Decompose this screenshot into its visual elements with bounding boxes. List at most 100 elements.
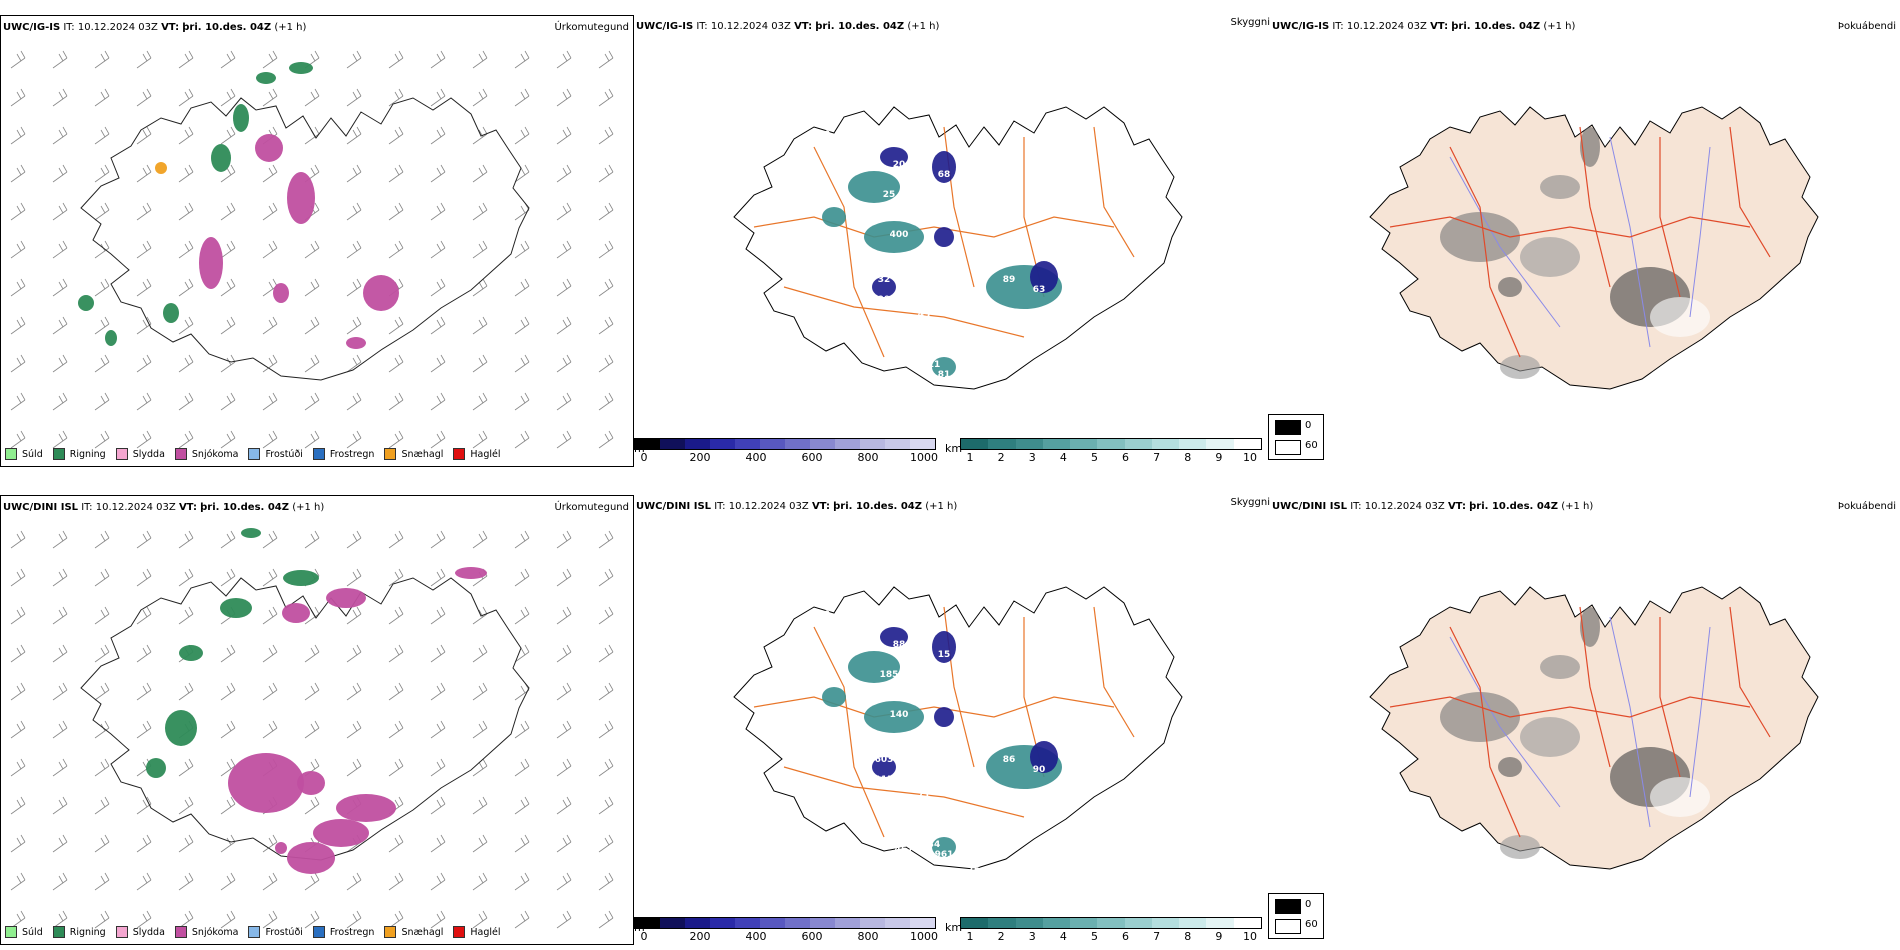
wind-barb (430, 88, 446, 107)
colorbar-cell (660, 439, 685, 449)
iceland-outline (733, 586, 1183, 870)
fog-header-top: UWC/IG-IS IT: 10.12.2024 03Z VT: þri. 10… (1272, 21, 1575, 32)
wind-barb (556, 50, 572, 69)
wind-barb (10, 568, 26, 587)
fog-area (1520, 237, 1580, 277)
model-name: UWC/IG-IS (3, 22, 61, 33)
wind-barb (430, 50, 446, 69)
ptype-map-bottom (10, 528, 614, 929)
legend-item: Rigning (52, 448, 106, 460)
wind-barb (304, 392, 320, 411)
wind-barb (10, 354, 26, 373)
fog-area (1498, 277, 1522, 297)
colorbar-cell (885, 918, 910, 928)
wind-barb (388, 240, 404, 259)
fog-area (1498, 757, 1522, 777)
legend-swatch (453, 448, 466, 460)
wind-barb (220, 430, 236, 449)
wind-barb (262, 910, 278, 929)
wind-barb (220, 316, 236, 335)
colorbar-cell (810, 918, 835, 928)
wind-barb (388, 316, 404, 335)
fog-area (1540, 175, 1580, 199)
fog-legend-swatch (1275, 420, 1301, 435)
wind-barb (346, 872, 362, 891)
wind-barb (10, 202, 26, 221)
wind-barb (598, 720, 614, 739)
wind-barb (10, 240, 26, 259)
wind-barb (94, 88, 110, 107)
colorbar-cell (1233, 439, 1261, 449)
wind-barb (514, 430, 530, 449)
colorbar-tick: 4 (1059, 930, 1067, 943)
fog-legend-swatch (1275, 919, 1301, 934)
colorbar-cell (1015, 439, 1043, 449)
wind-barb (220, 88, 236, 107)
wind-barb (52, 88, 68, 107)
legend-item: Snjókoma (174, 448, 238, 460)
vis-title-bottom: Skyggni (1230, 497, 1270, 508)
wind-barb (178, 758, 194, 777)
valid-time: þri. 10.des. 04Z (833, 501, 922, 512)
wind-barb (262, 606, 278, 625)
colorbar-cell (685, 918, 710, 928)
wind-barb (52, 758, 68, 777)
wind-barb (262, 720, 278, 739)
vis-value-label: 88 (893, 640, 906, 650)
ptype-legend-top: Súld Rigning Slydda Snjókoma Frostúði Frostre… (5, 448, 511, 460)
wind-barb (136, 126, 152, 145)
vis-title-top: Skyggni (1230, 17, 1270, 28)
legend-swatch (5, 448, 17, 460)
wind-barb (262, 50, 278, 69)
ptype-title-top: Úrkomutegund (554, 22, 629, 33)
wind-barb (136, 834, 152, 853)
model-name: UWC/IG-IS (636, 21, 694, 32)
visbar-km-unit: km (945, 921, 963, 934)
wind-barb (388, 354, 404, 373)
wind-barb (472, 240, 488, 259)
wind-barb (136, 278, 152, 297)
colorbar-cell (860, 439, 885, 449)
colorbar-cell (1179, 918, 1207, 928)
colorbar-tick: 800 (857, 930, 879, 943)
colorbar-cell (1042, 439, 1071, 449)
wind-barb (94, 202, 110, 221)
iceland-outline (80, 577, 530, 861)
colorbar-tick: 600 (801, 451, 823, 464)
wind-barb (556, 88, 572, 107)
wind-barb (556, 530, 572, 549)
colorbar-cell (835, 918, 860, 928)
fog-legend-label: 60 (1305, 440, 1318, 451)
wind-barb (598, 796, 614, 815)
ptype-title-bottom: Úrkomutegund (554, 502, 629, 513)
vis-area (864, 701, 924, 733)
wind-barb (556, 164, 572, 183)
wind-barb (472, 530, 488, 549)
fog-title-bottom: Þokuábendi (1837, 501, 1896, 512)
wind-barb (346, 530, 362, 549)
legend-label: Snjókoma (191, 926, 239, 938)
colorbar-cell (1124, 918, 1152, 928)
road (813, 146, 885, 358)
vis-value-label: 68 (938, 170, 951, 180)
wind-barb (346, 568, 362, 587)
colorbar-cell (1206, 439, 1234, 449)
model-name: UWC/DINI ISL (3, 502, 79, 513)
wind-barb (178, 202, 194, 221)
wind-barb (136, 720, 152, 739)
precip-patch (211, 144, 231, 172)
wind-barb (178, 88, 194, 107)
river (1609, 616, 1651, 828)
visbar-km-colors (960, 917, 1262, 929)
wind-barb (388, 50, 404, 69)
wind-barb (220, 720, 236, 739)
wind-barb (304, 88, 320, 107)
vis-value-label: 74 (903, 195, 916, 205)
wind-barb (262, 430, 278, 449)
wind-barb (346, 682, 362, 701)
colorbar-tick: 400 (745, 930, 767, 943)
wind-barb (556, 682, 572, 701)
precip-patch (282, 603, 310, 623)
wind-barb (598, 126, 614, 145)
